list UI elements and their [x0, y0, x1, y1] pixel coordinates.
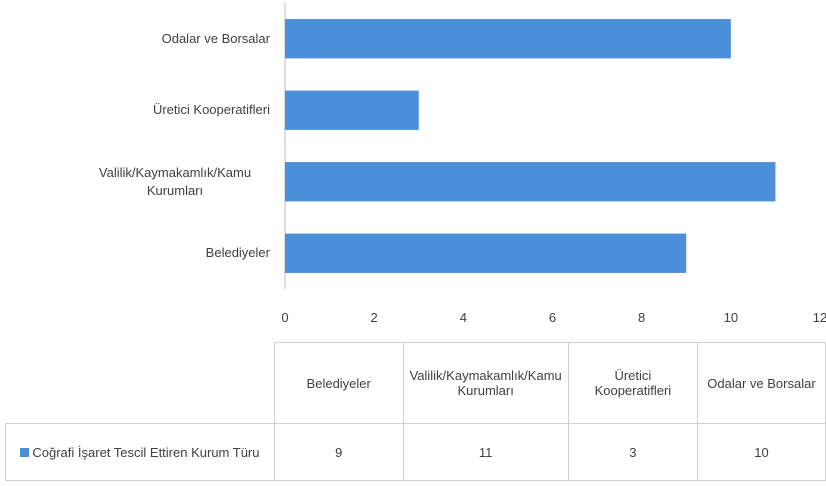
bar	[285, 162, 776, 202]
x-tick-label: 12	[812, 310, 826, 325]
series-cell: Coğrafi İşaret Tescil Ettiren Kurum Türu	[5, 423, 275, 481]
table-value: 10	[696, 423, 826, 481]
y-tick-label: Belediyeler	[205, 245, 270, 261]
table-header: Odalar ve Borsalar	[696, 342, 826, 424]
x-tick-label: 8	[638, 310, 646, 325]
blank-cell	[5, 342, 275, 424]
x-tick-label: 0	[281, 310, 289, 325]
legend-key	[20, 447, 30, 457]
x-tick-label: 10	[723, 310, 739, 325]
bar	[285, 233, 687, 273]
x-tick-label: 4	[459, 310, 467, 325]
series-name: Coğrafi İşaret Tescil Ettiren Kurum Türu	[32, 444, 260, 460]
y-tick-label: Üretici Kooperatifleri	[152, 102, 270, 118]
table-value: 9	[273, 423, 404, 481]
table-header: Üretici Kooperatifleri	[567, 342, 698, 424]
y-tick-label: Valilik/Kaymakamlık/Kamu Kurumları	[98, 164, 252, 198]
bar	[285, 19, 731, 59]
table-header: Belediyeler	[273, 342, 404, 424]
bar	[285, 90, 419, 130]
table-value: 11	[402, 423, 569, 481]
x-tick-label: 6	[548, 310, 557, 325]
x-tick-label: 2	[370, 310, 378, 325]
table-value: 3	[567, 423, 698, 481]
y-tick-label: Odalar ve Borsalar	[161, 30, 270, 46]
table-header: Valilik/Kaymakamlık/Kamu Kurumları	[402, 342, 569, 424]
data-table: Belediyeler Valilik/Kaymakamlık/Kamu Kuru…	[5, 342, 826, 481]
